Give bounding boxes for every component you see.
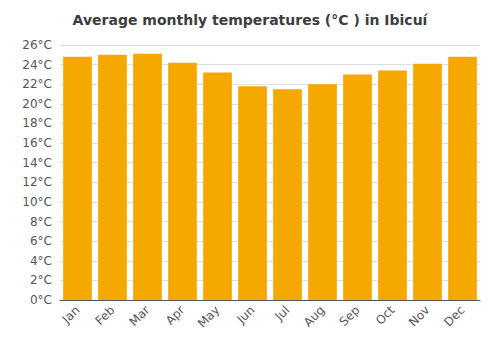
svg-text:4°C: 4°C bbox=[30, 254, 52, 268]
svg-text:Mar: Mar bbox=[127, 303, 153, 329]
svg-text:8°C: 8°C bbox=[30, 215, 52, 229]
svg-text:Aug: Aug bbox=[301, 303, 327, 329]
svg-text:Jun: Jun bbox=[234, 303, 258, 327]
svg-text:Average monthly temperatures (: Average monthly temperatures (°C ) in Ib… bbox=[73, 12, 429, 28]
svg-text:Dec: Dec bbox=[441, 303, 467, 329]
svg-text:Jul: Jul bbox=[272, 303, 293, 324]
svg-text:26°C: 26°C bbox=[22, 38, 52, 52]
svg-text:10°C: 10°C bbox=[22, 195, 52, 209]
svg-text:Nov: Nov bbox=[406, 303, 432, 329]
svg-text:14°C: 14°C bbox=[22, 156, 52, 170]
svg-text:12°C: 12°C bbox=[22, 175, 52, 189]
svg-text:Oct: Oct bbox=[373, 303, 398, 328]
svg-text:Apr: Apr bbox=[163, 303, 188, 328]
svg-text:18°C: 18°C bbox=[22, 116, 52, 130]
svg-text:Jan: Jan bbox=[59, 303, 83, 327]
svg-text:Feb: Feb bbox=[93, 303, 118, 328]
svg-text:16°C: 16°C bbox=[22, 136, 52, 150]
svg-text:2°C: 2°C bbox=[30, 273, 52, 287]
svg-text:24°C: 24°C bbox=[22, 58, 52, 72]
svg-text:22°C: 22°C bbox=[22, 77, 52, 91]
svg-text:20°C: 20°C bbox=[22, 97, 52, 111]
svg-text:May: May bbox=[195, 303, 222, 330]
svg-text:0°C: 0°C bbox=[30, 293, 52, 307]
svg-text:6°C: 6°C bbox=[30, 234, 52, 248]
svg-text:Sep: Sep bbox=[337, 303, 363, 329]
